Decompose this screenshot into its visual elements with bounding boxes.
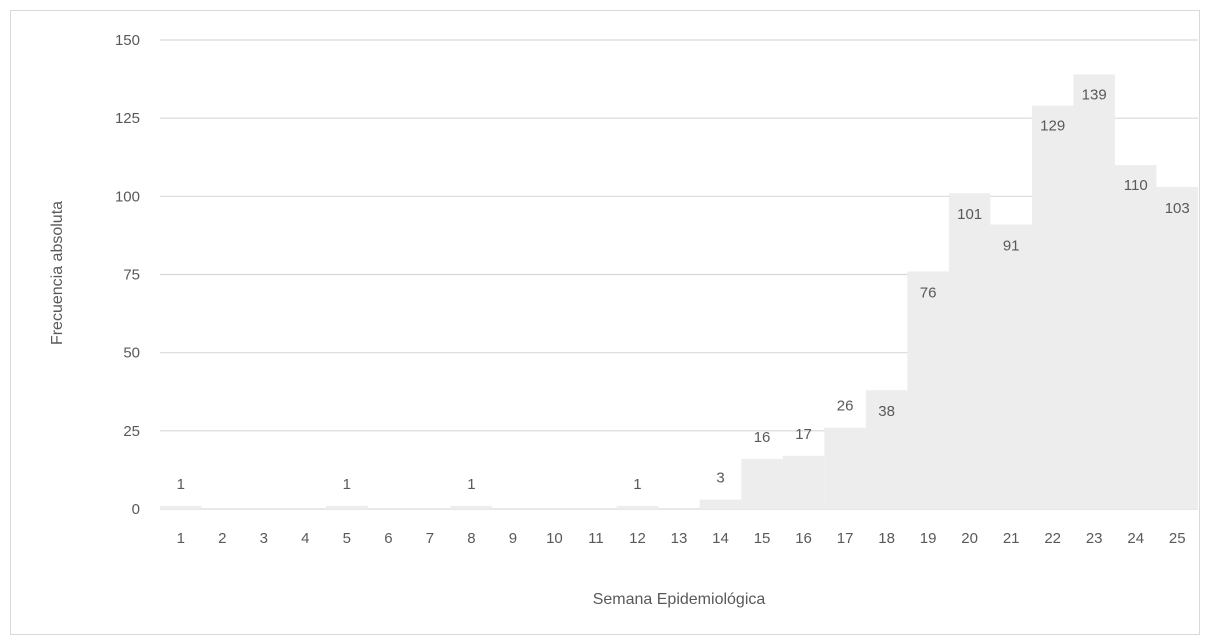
bar-week-20 [948,193,991,509]
y-tick-label: 125 [115,110,140,127]
x-tick-label: 15 [754,530,771,547]
data-label: 17 [795,426,812,443]
x-tick-label: 21 [1003,530,1020,547]
y-tick-label: 0 [132,501,140,518]
x-tick-label: 2 [218,530,226,547]
bar-week-1 [160,505,202,509]
bar-week-8 [450,505,493,509]
data-label: 16 [754,429,771,446]
x-tick-label: 20 [961,530,978,547]
x-tick-label: 5 [343,530,351,547]
bar-week-23 [1073,74,1115,509]
y-tick-label: 150 [115,32,140,49]
y-axis-title: Frecuencia absoluta [49,201,66,345]
bar-week-21 [990,224,1032,509]
bar-week-15 [741,458,783,509]
bar-week-14 [699,499,742,509]
bar-week-19 [907,271,949,509]
x-tick-label: 16 [795,530,812,547]
data-label: 38 [878,403,895,420]
y-tick-label: 50 [123,345,140,362]
x-tick-label: 3 [260,530,268,547]
data-label: 1 [177,476,185,493]
y-tick-label: 25 [123,423,140,440]
x-tick-label: 24 [1127,530,1144,547]
x-tick-label: 19 [920,530,937,547]
bar-week-25 [1156,186,1198,509]
x-tick-label: 23 [1086,530,1103,547]
data-label: 91 [1003,237,1020,254]
bar-week-17 [824,427,866,509]
x-tick-label: 7 [426,530,434,547]
data-label: 1 [343,476,351,493]
x-tick-label: 9 [509,530,517,547]
data-label: 1 [467,476,475,493]
y-tick-label: 100 [115,188,140,205]
x-tick-label: 25 [1169,530,1186,547]
x-tick-label: 10 [546,530,563,547]
bar-week-22 [1031,105,1074,509]
data-label: 26 [837,398,854,415]
x-tick-label: 8 [467,530,475,547]
x-tick-label: 14 [712,530,729,547]
x-tick-label: 6 [384,530,392,547]
data-label: 3 [716,470,724,487]
x-tick-label: 17 [837,530,854,547]
bar-week-18 [865,390,908,509]
data-label: 129 [1040,118,1065,135]
bar-week-16 [782,455,825,509]
x-tick-label: 13 [671,530,688,547]
bar-week-5 [326,505,368,509]
bar-week-24 [1114,165,1157,510]
data-label: 101 [957,206,982,223]
data-label: 1 [633,476,641,493]
x-tick-labels: 1 2 3 4 5 6 7 8 9 10 11 12 13 14 15 16 17 18 19 20 21 22 23 24 2… [177,530,1186,547]
x-axis-title: Semana Epidemiológica [593,591,766,608]
x-tick-label: 18 [878,530,895,547]
data-labels: 1 1 1 1 3 16 17 26 38 76 101 91 129 139 110 103 [177,86,1190,492]
x-tick-label: 4 [301,530,309,547]
bars [160,74,1198,510]
x-tick-label: 1 [177,530,185,547]
y-tick-labels: 0 25 50 75 100 125 150 [115,32,140,518]
data-label: 103 [1165,200,1190,217]
y-tick-label: 75 [123,267,140,284]
data-label: 139 [1082,86,1107,103]
data-label: 76 [920,284,937,301]
bar-week-12 [616,505,659,509]
data-label: 110 [1124,177,1148,194]
x-tick-label: 11 [588,530,604,547]
x-tick-label: 12 [629,530,646,547]
x-tick-label: 22 [1044,530,1061,547]
